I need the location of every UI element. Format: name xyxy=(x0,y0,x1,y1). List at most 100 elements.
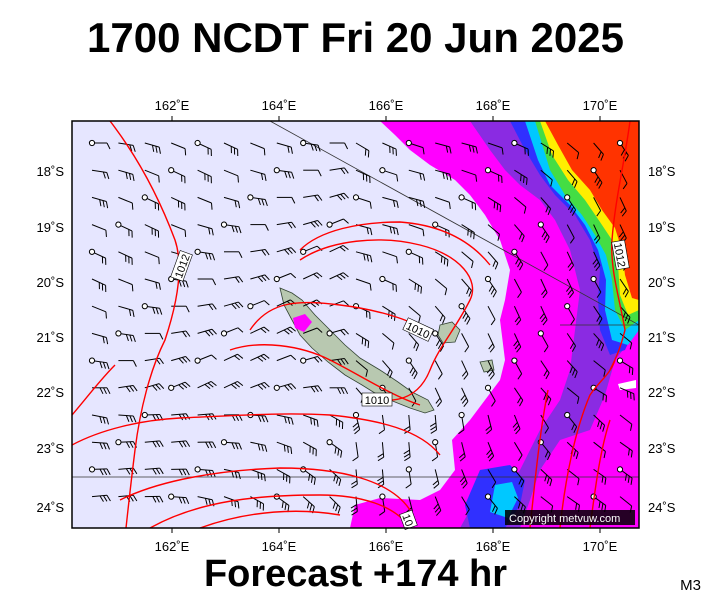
wind-barb xyxy=(118,360,137,367)
wind-barb xyxy=(408,387,417,407)
wind-barb xyxy=(431,439,439,462)
isobar-south-2 xyxy=(119,467,411,511)
wind-barb xyxy=(461,169,478,182)
wind-barb xyxy=(88,357,110,370)
wind-barb xyxy=(144,495,164,503)
wind-barb xyxy=(382,196,399,208)
wind-barb xyxy=(435,142,452,154)
wind-barb xyxy=(220,221,242,234)
wind-barb xyxy=(194,354,217,364)
wind-barb xyxy=(405,357,418,380)
wind-barb xyxy=(197,441,217,449)
wind-barb xyxy=(250,274,270,283)
wind-barb xyxy=(247,300,270,310)
isobar-west-2 xyxy=(72,364,116,416)
wind-barb xyxy=(91,332,109,345)
wind-barb xyxy=(408,278,423,294)
wind-barb xyxy=(593,414,606,432)
lat-label-right: 21˚S xyxy=(648,330,676,345)
copyright-box xyxy=(505,510,635,525)
wind-barb xyxy=(593,142,604,161)
wind-barb xyxy=(273,167,295,179)
wind-barb xyxy=(382,142,397,156)
wind-barb xyxy=(382,333,395,350)
wind-barb xyxy=(434,278,448,296)
wind-barb xyxy=(540,360,550,380)
lon-label-bottom: 168˚E xyxy=(476,539,511,554)
wind-barb xyxy=(276,414,294,425)
wind-barb xyxy=(171,440,191,448)
wind-barb xyxy=(513,441,523,461)
rain-shading xyxy=(350,121,639,528)
wind-barb xyxy=(355,142,370,158)
frame-ticks xyxy=(171,116,601,533)
wind-barb xyxy=(382,305,396,321)
wind-barb xyxy=(513,278,522,298)
wind-barb xyxy=(197,278,217,286)
wind-barb xyxy=(355,169,371,184)
wind-barb xyxy=(593,333,605,351)
wind-barb xyxy=(432,469,440,489)
wind-barb xyxy=(540,142,555,158)
wind-barb xyxy=(408,224,425,237)
wind-barb xyxy=(171,305,190,313)
lat-label-left: 20˚S xyxy=(37,275,65,290)
wind-barb xyxy=(593,197,602,217)
wind-barb xyxy=(194,248,216,261)
wind-barb xyxy=(197,381,217,389)
wind-barb xyxy=(540,469,553,487)
wind-barb xyxy=(197,496,215,507)
wind-barb xyxy=(223,276,244,283)
lat-label-right: 22˚S xyxy=(648,385,676,400)
wind-barb xyxy=(329,300,349,307)
lon-labels-bottom: 162˚E 164˚E 166˚E 168˚E 170˚E xyxy=(155,539,618,554)
wind-barb xyxy=(352,442,359,462)
wind-barb xyxy=(250,169,267,182)
wind-barb xyxy=(487,224,500,241)
isobar-east-north xyxy=(299,221,491,266)
wind-barb xyxy=(329,414,344,429)
lon-labels-top: 162˚E 164˚E 166˚E 168˚E 170˚E xyxy=(155,98,618,113)
lat-label-right: 18˚S xyxy=(648,164,676,179)
wind-barb xyxy=(223,381,244,389)
wind-barb xyxy=(616,139,629,162)
wind-barb xyxy=(329,245,349,253)
wind-barb xyxy=(485,414,493,435)
wind-barb xyxy=(171,142,187,156)
wind-barb xyxy=(144,251,160,265)
wind-barb xyxy=(461,224,475,240)
lat-labels-right: 18˚S 19˚S 20˚S 21˚S 22˚S 23˚S 24˚S xyxy=(648,164,676,515)
wind-barb xyxy=(303,327,323,334)
wind-barb xyxy=(619,441,633,458)
wind-barb xyxy=(514,197,527,214)
lat-label-left: 22˚S xyxy=(37,385,65,400)
lat-label-left: 24˚S xyxy=(37,500,65,515)
wind-barb xyxy=(303,414,319,427)
wind-barb xyxy=(458,303,471,325)
isobar-south-4 xyxy=(199,510,341,528)
wind-barb xyxy=(514,169,528,185)
wind-barb xyxy=(91,441,110,450)
wind-barb xyxy=(511,139,529,156)
isobar-1010-inner xyxy=(299,239,474,401)
wind-barb xyxy=(382,224,399,236)
wind-barb xyxy=(352,411,361,435)
wind-barb xyxy=(355,360,368,377)
coast-white-spot xyxy=(618,380,636,390)
wind-barb xyxy=(378,414,385,435)
wind-barb xyxy=(302,496,315,514)
wind-barb xyxy=(350,496,358,516)
wind-barb xyxy=(329,142,349,150)
wind-barb xyxy=(197,196,213,210)
isobar-label-1012-east: 1012 xyxy=(611,242,627,268)
wind-barb xyxy=(379,275,397,292)
wind-barb xyxy=(537,330,549,353)
wind-barb xyxy=(250,224,269,231)
wind-barb xyxy=(458,194,477,211)
wind-barb xyxy=(168,167,186,184)
wind-barb xyxy=(352,194,372,209)
wind-barb xyxy=(461,360,469,380)
wind-barb xyxy=(329,387,349,395)
lon-label-top: 162˚E xyxy=(155,98,190,113)
wind-barb xyxy=(511,248,524,271)
